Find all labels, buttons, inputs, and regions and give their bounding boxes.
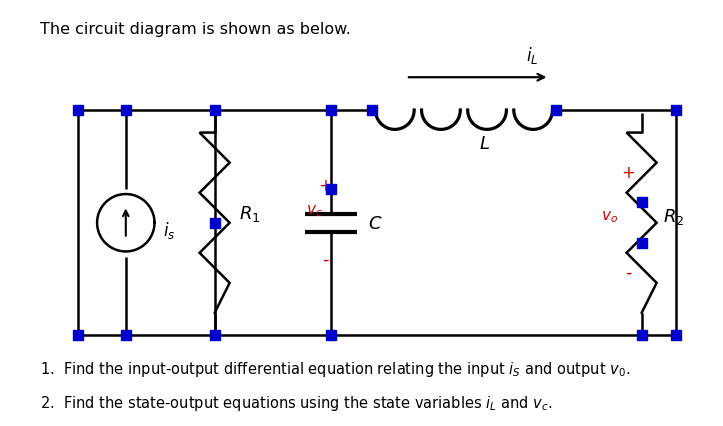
Text: $i_s$: $i_s$ [163, 219, 176, 241]
Text: The circuit diagram is shown as below.: The circuit diagram is shown as below. [40, 21, 351, 37]
Text: $v_c$: $v_c$ [306, 203, 322, 219]
Text: $v_o$: $v_o$ [601, 209, 617, 224]
Text: $R_1$: $R_1$ [239, 203, 260, 223]
Text: +: + [621, 163, 635, 181]
Text: $C$: $C$ [368, 214, 383, 232]
Text: $i_L$: $i_L$ [526, 45, 539, 66]
Text: $L$: $L$ [479, 135, 490, 153]
Text: +: + [318, 177, 333, 195]
Text: 1.  Find the input-output differential equation relating the input $\mathit{i}_S: 1. Find the input-output differential eq… [40, 359, 630, 378]
Text: -: - [625, 263, 631, 281]
Text: -: - [322, 250, 328, 268]
Text: 2.  Find the state-output equations using the state variables $\mathit{i}_L$ and: 2. Find the state-output equations using… [40, 393, 552, 412]
Text: $R_2$: $R_2$ [664, 207, 685, 226]
